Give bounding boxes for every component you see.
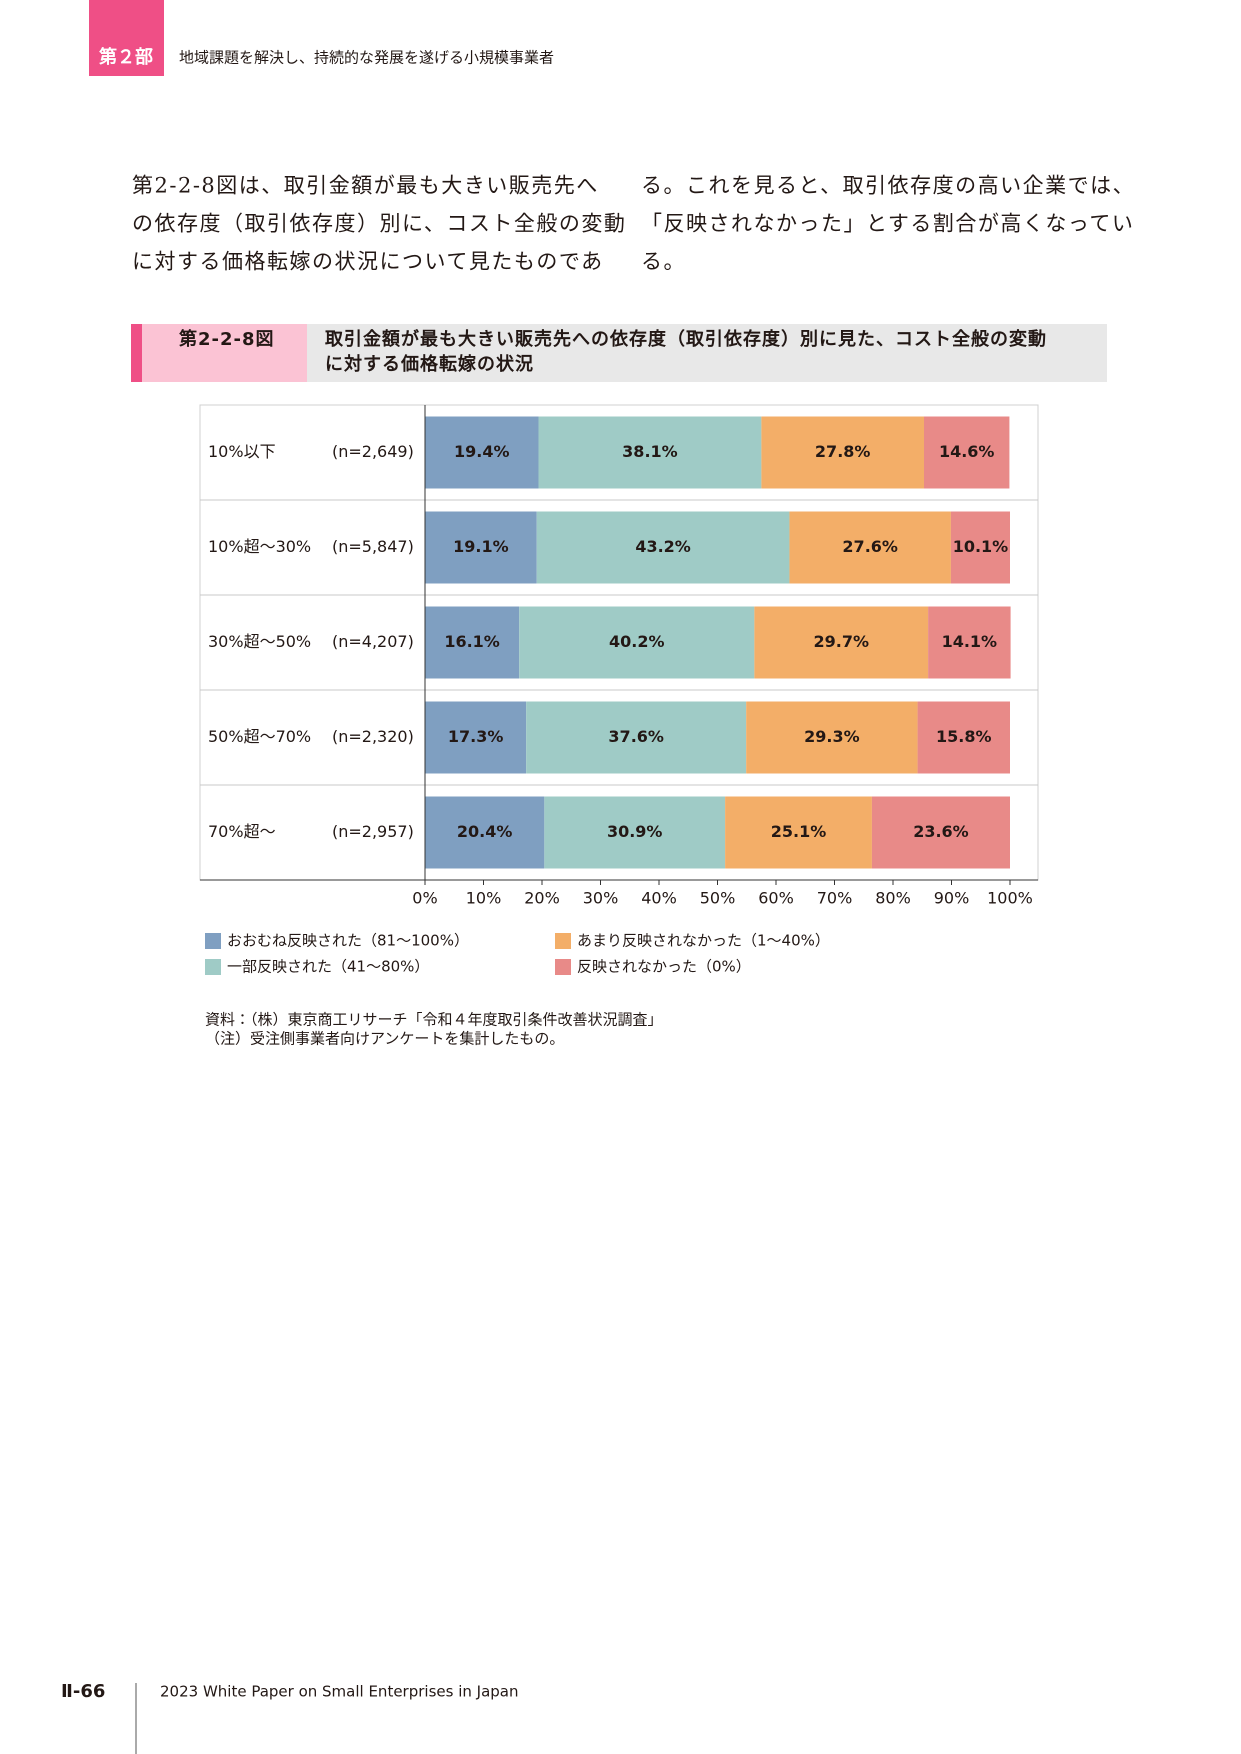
body-line: 第2-2-8図は、取引金額が最も大きい販売先へ xyxy=(132,174,599,198)
value-label: 29.3% xyxy=(804,727,860,746)
bar-segment xyxy=(526,701,747,774)
value-label: 38.1% xyxy=(622,442,678,461)
header-title: 地域課題を解決し、持続的な発展を遂げる小規模事業者 xyxy=(179,49,554,67)
sample-size: (n=5,847) xyxy=(332,537,414,556)
category-label: 10%超～30% xyxy=(208,537,311,556)
bar-segment xyxy=(928,606,1011,679)
legend-swatch xyxy=(205,959,221,975)
bar-segment xyxy=(425,796,545,869)
bar-segment xyxy=(871,796,1010,869)
value-label: 20.4% xyxy=(457,822,513,841)
category-label: 70%超～ xyxy=(208,822,276,841)
bar-segment xyxy=(425,511,537,584)
bar-segment xyxy=(425,416,539,489)
value-label: 27.6% xyxy=(842,537,898,556)
category-label: 30%超～50% xyxy=(208,632,311,651)
body-line: の依存度（取引依存度）別に、コスト全般の変動 xyxy=(132,212,626,236)
category-label: 10%以下 xyxy=(208,442,276,461)
x-tick-label: 90% xyxy=(934,889,970,908)
x-tick-label: 80% xyxy=(875,889,911,908)
bar-segment xyxy=(950,511,1010,584)
bar-segment xyxy=(519,606,755,679)
part-label: 第２部 xyxy=(99,46,153,68)
legend-label: おおむね反映された（81～100%） xyxy=(227,932,469,950)
x-tick-label: 0% xyxy=(412,889,437,908)
x-tick-label: 100% xyxy=(987,889,1033,908)
category-label: 50%超～70% xyxy=(208,727,311,746)
figure-title-box xyxy=(307,324,1107,382)
value-label: 19.4% xyxy=(454,442,510,461)
bar-segment xyxy=(917,701,1010,774)
body-line: る。これを見ると、取引依存度の高い企業では、 xyxy=(641,174,1135,198)
value-label: 30.9% xyxy=(607,822,663,841)
sample-size: (n=4,207) xyxy=(332,632,414,651)
value-label: 40.2% xyxy=(609,632,665,651)
bar-segment xyxy=(544,796,726,869)
bar-segment xyxy=(761,416,925,489)
x-tick-label: 20% xyxy=(524,889,560,908)
bar-segment xyxy=(425,701,527,774)
figure-title: 取引金額が最も大きい販売先への依存度（取引依存度）別に見た、コスト全般の変動 xyxy=(325,328,1047,350)
value-label: 23.6% xyxy=(913,822,969,841)
value-label: 15.8% xyxy=(936,727,992,746)
value-label: 14.6% xyxy=(939,442,995,461)
bar-segment xyxy=(536,511,790,584)
legend-swatch xyxy=(555,933,571,949)
x-tick-label: 40% xyxy=(641,889,677,908)
x-tick-label: 50% xyxy=(700,889,736,908)
figure-stripe xyxy=(131,324,142,382)
figure-label-box xyxy=(142,324,307,382)
bar-segment xyxy=(789,511,951,584)
x-tick-label: 60% xyxy=(758,889,794,908)
legend-swatch xyxy=(555,959,571,975)
bar-segment xyxy=(754,606,929,679)
x-tick-label: 10% xyxy=(466,889,502,908)
value-label: 29.7% xyxy=(813,632,869,651)
value-label: 17.3% xyxy=(448,727,504,746)
x-tick-label: 30% xyxy=(583,889,619,908)
bar-segment xyxy=(924,416,1010,489)
bar-segment xyxy=(425,606,520,679)
value-label: 37.6% xyxy=(608,727,664,746)
sample-size: (n=2,957) xyxy=(332,822,414,841)
legend-label: 一部反映された（41～80%） xyxy=(227,958,429,976)
figure-label: 第2-2-8図 xyxy=(179,328,275,350)
page-number: Ⅱ-66 xyxy=(61,1681,105,1702)
body-line: に対する価格転嫁の状況について見たものであ xyxy=(132,250,604,274)
publication: 2023 White Paper on Small Enterprises in… xyxy=(160,1683,518,1701)
value-label: 25.1% xyxy=(771,822,827,841)
body-line: る。 xyxy=(641,250,686,274)
figure-title: に対する価格転嫁の状況 xyxy=(325,353,534,375)
legend-label: あまり反映されなかった（1～40%） xyxy=(577,932,830,950)
bar-segment xyxy=(746,701,918,774)
legend-swatch xyxy=(205,933,221,949)
bar-segment xyxy=(725,796,872,869)
value-label: 10.1% xyxy=(953,537,1009,556)
body-line: 「反映されなかった」とする割合が高くなってい xyxy=(641,212,1134,236)
x-tick-label: 70% xyxy=(817,889,853,908)
note: 資料：（株）東京商工リサーチ「令和４年度取引条件改善状況調査」 xyxy=(205,1011,663,1029)
bar-segment xyxy=(538,416,762,489)
part-badge xyxy=(89,0,164,76)
value-label: 14.1% xyxy=(942,632,998,651)
value-label: 19.1% xyxy=(453,537,509,556)
value-label: 43.2% xyxy=(635,537,691,556)
legend-label: 反映されなかった（0%） xyxy=(577,958,751,976)
value-label: 27.8% xyxy=(815,442,871,461)
sample-size: (n=2,649) xyxy=(332,442,414,461)
sample-size: (n=2,320) xyxy=(332,727,414,746)
value-label: 16.1% xyxy=(444,632,500,651)
note: （注）受注側事業者向けアンケートを集計したもの。 xyxy=(205,1030,564,1048)
